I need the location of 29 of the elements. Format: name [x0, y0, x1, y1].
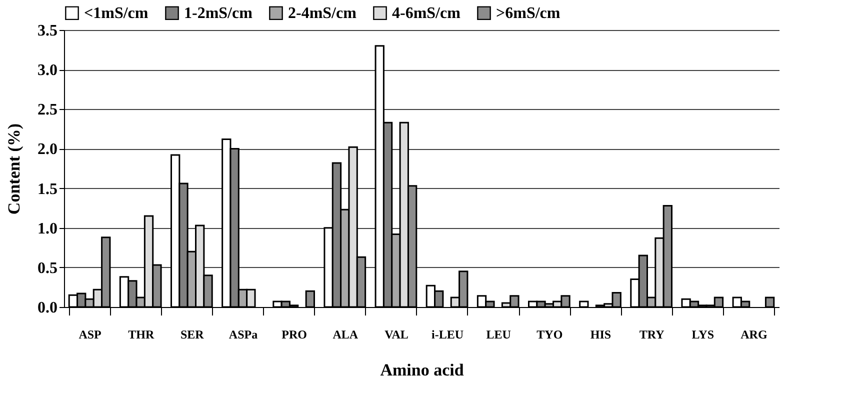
y-tick-label: 3.5 [38, 22, 58, 40]
x-tick-label: HIS [590, 328, 612, 342]
x-tick-label: LYS [692, 328, 714, 342]
y-tick-label: 2.5 [38, 102, 58, 119]
y-tick-label: 3.0 [38, 62, 58, 80]
x-tick-label: TYO [536, 328, 563, 342]
x-tick-label: TRY [639, 328, 665, 342]
x-tick-label: VAL [384, 328, 408, 342]
x-axis-title: Amino acid [380, 360, 464, 380]
y-tick-label: 0.0 [38, 300, 58, 316]
x-tick-label: ALA [332, 328, 358, 342]
x-tick-label: THR [128, 328, 154, 342]
x-tick-label: ASPa [228, 328, 258, 342]
x-tick-label: ASP [78, 328, 102, 342]
x-tick-label: LEU [486, 328, 512, 342]
legend-label: 1-2mS/cm [184, 5, 254, 22]
y-tick-label: 2.0 [38, 141, 58, 158]
x-tick-label: PRO [282, 328, 307, 342]
y-tick-label: 1.5 [38, 180, 58, 198]
legend-label: <1mS/cm [84, 5, 149, 22]
y-axis-title: Content (%) [4, 123, 24, 215]
legend-label: >6mS/cm [496, 5, 561, 22]
x-tick-label: SER [180, 328, 204, 342]
legend-label: 2-4mS/cm [288, 5, 358, 22]
y-tick-label: 0.5 [38, 260, 58, 277]
x-tick-label: ARG [740, 328, 768, 342]
y-tick-label: 1.0 [38, 220, 58, 238]
legend-label: 4-6mS/cm [392, 5, 462, 22]
x-tick-label: i-LEU [432, 328, 464, 342]
